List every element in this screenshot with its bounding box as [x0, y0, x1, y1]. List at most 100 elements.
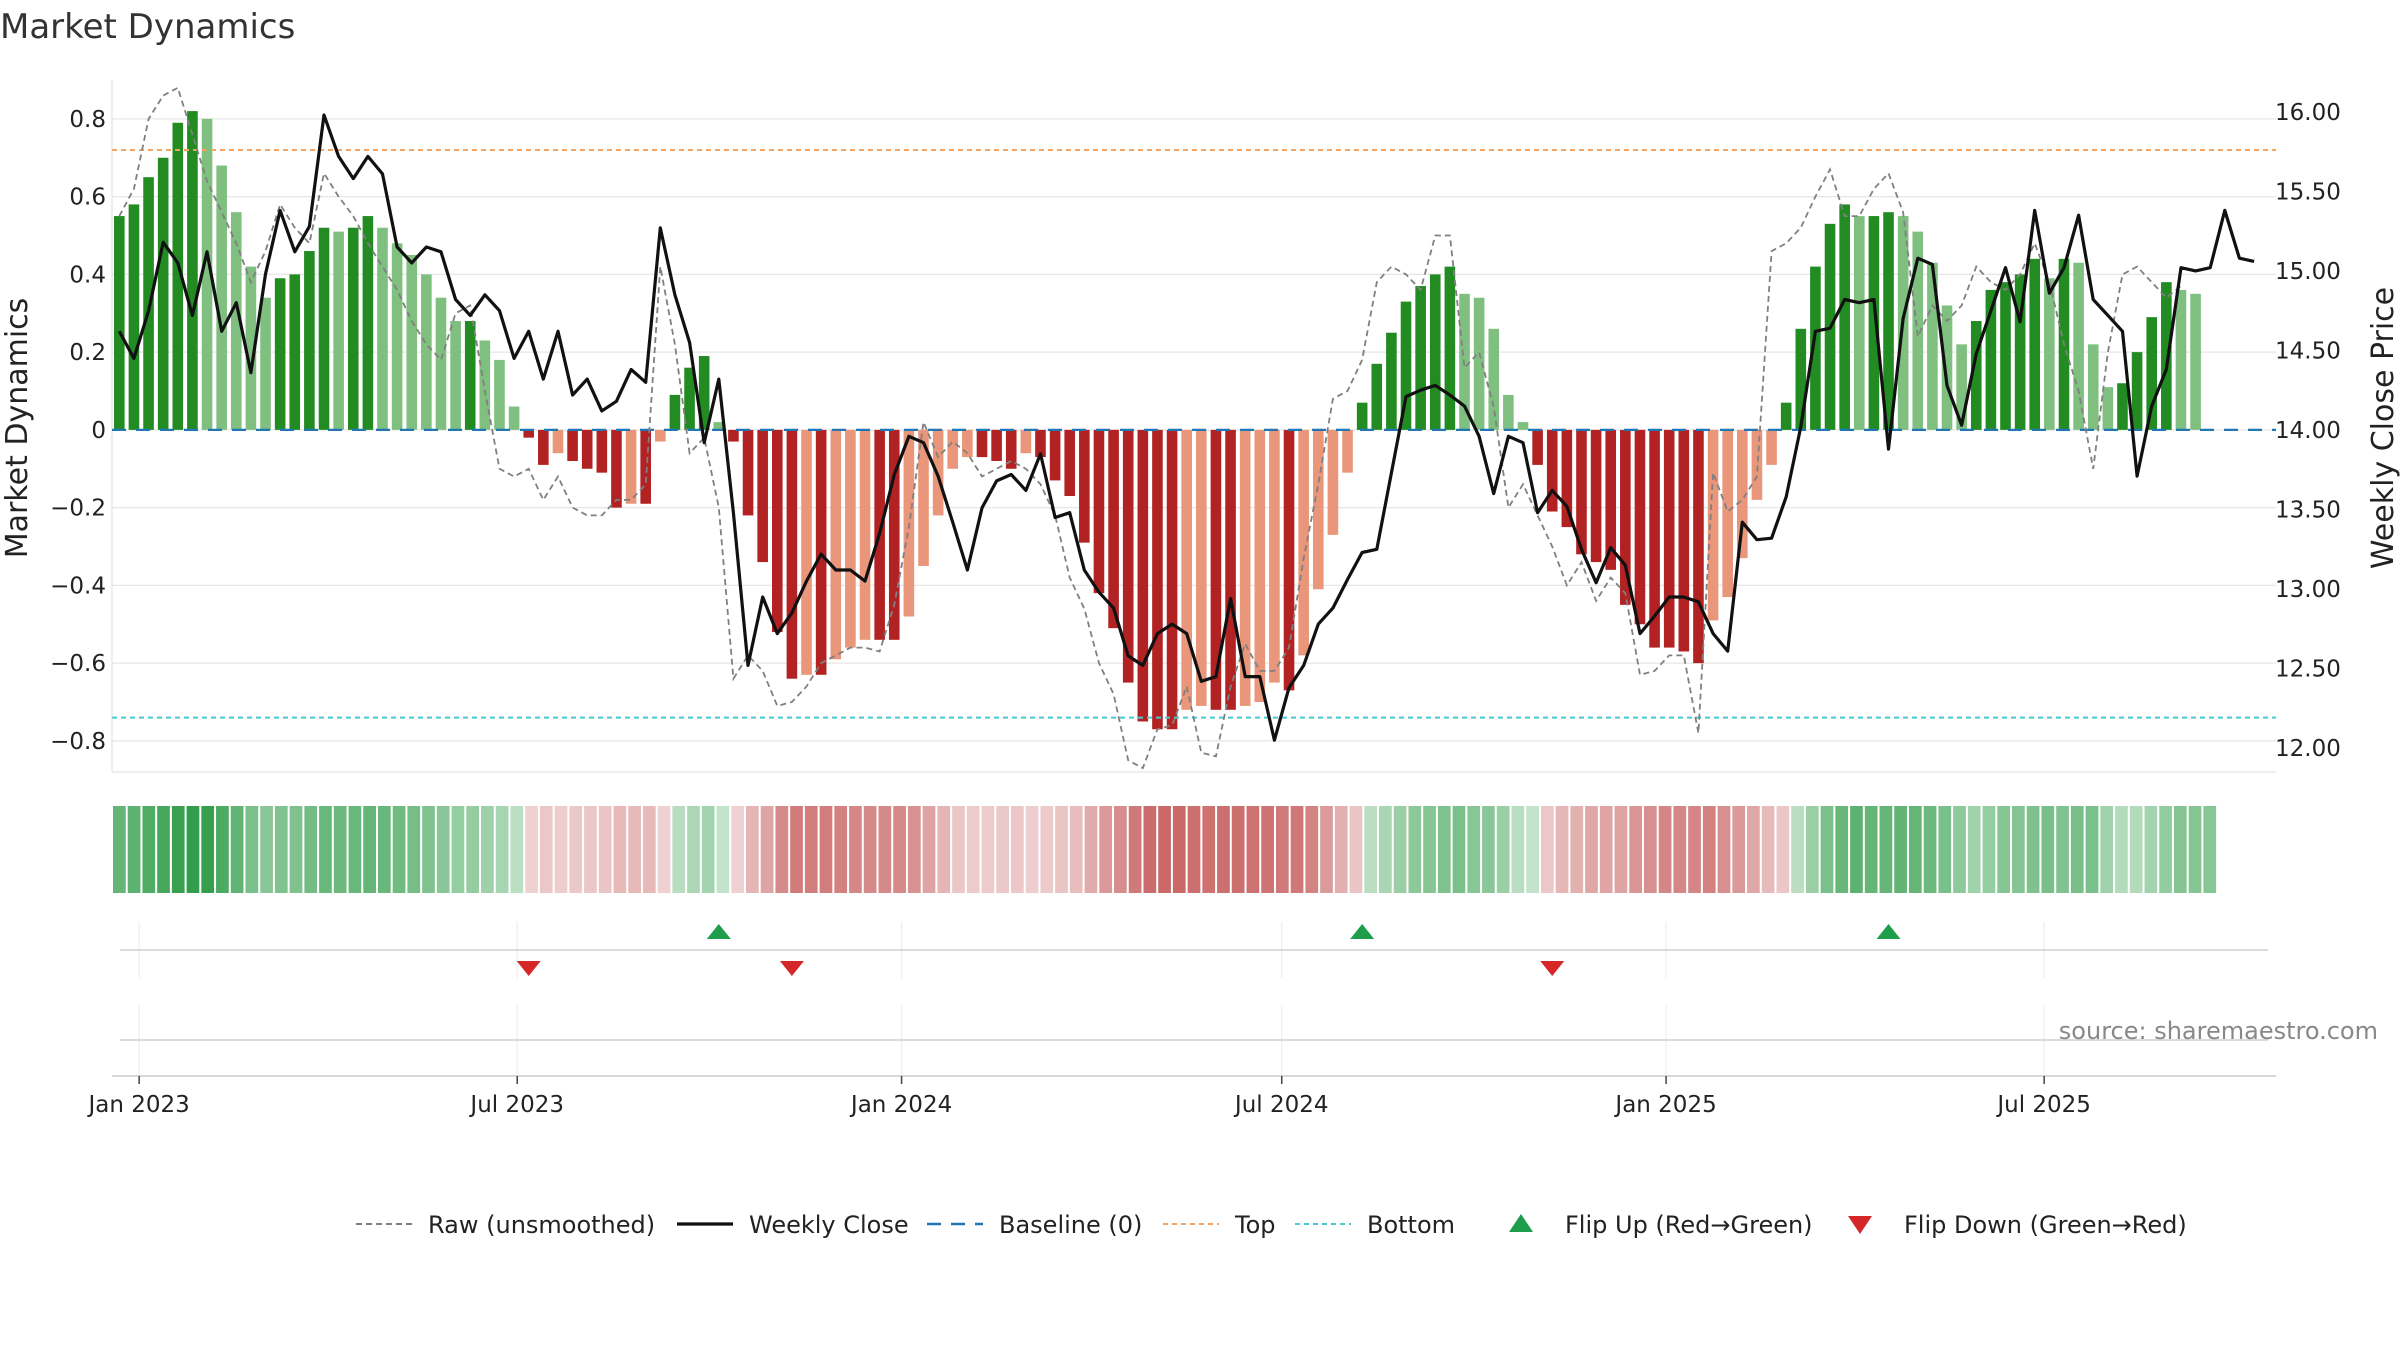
- bar: [786, 429, 798, 679]
- bar: [1122, 429, 1134, 683]
- heat-cell: [525, 806, 538, 893]
- bar: [1985, 289, 1997, 430]
- heat-cell: [1496, 806, 1510, 893]
- bar: [318, 227, 330, 430]
- bar: [640, 429, 651, 504]
- y2-tick-label: 15.50: [2275, 179, 2341, 205]
- bar: [1327, 429, 1339, 535]
- heat-cell: [746, 806, 759, 893]
- heat-cell: [495, 806, 509, 893]
- heat-cell: [731, 806, 745, 893]
- bar: [450, 321, 461, 430]
- bar: [1473, 297, 1485, 430]
- y-tick-label: −0.4: [50, 573, 106, 599]
- heat-cell: [981, 806, 995, 893]
- bar: [1108, 429, 1119, 629]
- bar: [1883, 212, 1894, 430]
- heat-cell: [2026, 806, 2040, 893]
- y2-tick-label: 13.00: [2275, 577, 2341, 603]
- heat-cell: [1629, 806, 1642, 893]
- heat-cell: [1570, 806, 1584, 893]
- bar: [845, 429, 856, 648]
- heat-cell: [510, 806, 524, 893]
- bar: [1254, 429, 1266, 703]
- heat-cell: [1261, 806, 1274, 893]
- heat-cell: [1437, 806, 1451, 893]
- heat-cell: [230, 806, 244, 893]
- heat-cell: [1055, 806, 1068, 893]
- bar: [1503, 394, 1514, 430]
- bar: [801, 429, 812, 675]
- bar: [581, 429, 593, 469]
- bar: [245, 266, 257, 430]
- heat-cell: [1246, 806, 1260, 893]
- heat-cell: [569, 806, 583, 893]
- heat-cell: [407, 806, 421, 893]
- heat-cell: [392, 806, 406, 893]
- heat-cell: [790, 806, 803, 893]
- heat-cell: [834, 806, 848, 893]
- y2-tick-label: 14.00: [2275, 418, 2341, 444]
- bar: [2073, 262, 2084, 430]
- bar: [596, 429, 608, 473]
- bar: [698, 356, 710, 430]
- legend-label: Raw (unsmoothed): [428, 1211, 655, 1239]
- weekly-close-line: [117, 113, 2255, 742]
- bar: [479, 340, 491, 430]
- bar: [2131, 352, 2143, 430]
- bar: [1283, 429, 1295, 691]
- bar: [260, 297, 271, 430]
- y2-tick-label: 12.00: [2275, 736, 2341, 762]
- heat-cell: [451, 806, 465, 893]
- bar: [1342, 429, 1353, 473]
- bar: [347, 227, 359, 430]
- legend-label: Baseline (0): [999, 1211, 1142, 1239]
- heat-cell: [1555, 806, 1569, 893]
- bar: [2175, 289, 2187, 430]
- heat-cell: [1747, 806, 1760, 893]
- heat-cell: [1025, 806, 1039, 893]
- heat-cell: [2070, 806, 2084, 893]
- heat-cell: [1702, 806, 1716, 893]
- heat-cell: [878, 806, 892, 893]
- heat-cell: [1349, 806, 1363, 893]
- bar: [1722, 429, 1733, 598]
- heat-cell: [436, 806, 450, 893]
- heat-cell: [2041, 806, 2055, 893]
- heat-cell: [1482, 806, 1495, 893]
- heat-cell: [274, 806, 288, 893]
- heat-cell: [1614, 806, 1628, 893]
- bar: [1707, 429, 1719, 621]
- x-tick-label: Jan 2025: [1613, 1092, 1716, 1118]
- bar: [684, 367, 695, 430]
- bar: [1810, 266, 1821, 430]
- flip-down-marker: [516, 961, 541, 976]
- heat-cell: [1658, 806, 1672, 893]
- heat-cell: [1320, 806, 1333, 893]
- bar: [1956, 344, 1967, 430]
- bar: [2102, 387, 2114, 430]
- heat-cell: [2144, 806, 2158, 893]
- heat-cell: [319, 806, 332, 893]
- heat-cell: [1938, 806, 1952, 893]
- y-tick-label: −0.6: [50, 651, 106, 677]
- bar: [567, 429, 578, 461]
- heat-cell: [1923, 806, 1937, 893]
- heat-cell: [2129, 806, 2143, 893]
- bar: [333, 231, 344, 430]
- bar: [1532, 429, 1543, 465]
- heat-cell: [2203, 806, 2217, 893]
- heat-cell: [1850, 806, 1863, 893]
- bar: [377, 227, 388, 430]
- bar: [1678, 429, 1690, 652]
- heat-cell: [1908, 806, 1922, 893]
- legend: Raw (unsmoothed) Weekly Close Baseline (0)…: [356, 1211, 2187, 1239]
- bar: [2014, 274, 2026, 430]
- heat-cell: [113, 806, 126, 893]
- empty-panel: [112, 1005, 2276, 1077]
- heat-cell: [1010, 806, 1024, 893]
- heat-cell: [186, 806, 200, 893]
- y2-tick-label: 16.00: [2275, 100, 2341, 126]
- heat-cell: [1231, 806, 1245, 893]
